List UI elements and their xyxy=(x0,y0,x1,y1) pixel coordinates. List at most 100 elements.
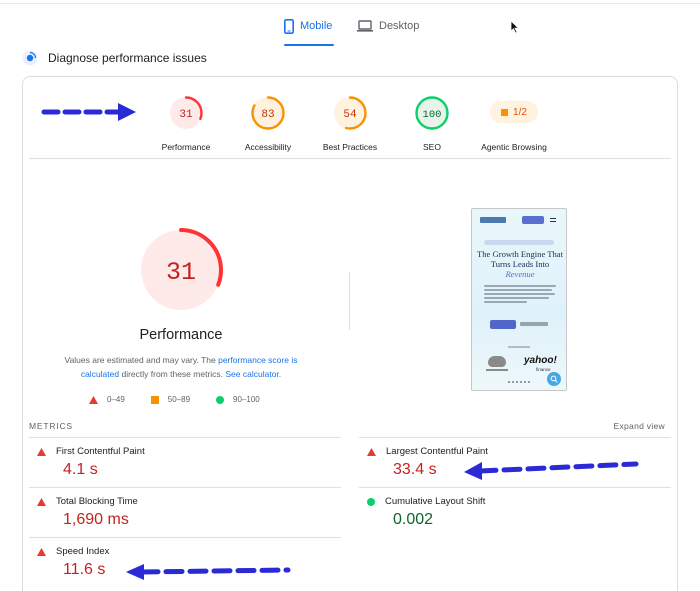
see-calculator-link[interactable]: See calculator. xyxy=(225,369,282,379)
note-text: directly from these metrics. xyxy=(119,369,226,379)
brain-logo-icon xyxy=(488,356,506,367)
headline-line: The Growth Engine That xyxy=(477,249,563,259)
circle-icon xyxy=(216,395,225,404)
metric-first-contentful-paint: First Contentful Paint 4.1 s xyxy=(37,446,337,479)
performance-score-link[interactable]: performance score is calculated xyxy=(80,355,298,379)
site-cta-button xyxy=(490,320,516,329)
legend-range: 50–89 xyxy=(167,395,191,404)
legend-range: 0–49 xyxy=(107,395,125,404)
site-tagline-pill xyxy=(484,240,554,245)
expand-view-button[interactable]: Expand view xyxy=(613,421,665,431)
triangle-icon xyxy=(89,395,98,404)
best-practices-gauge: 54 xyxy=(333,96,367,130)
phone-icon xyxy=(284,18,294,34)
diagnose-title: Diagnose performance issues xyxy=(48,51,207,65)
fail-triangle-icon xyxy=(367,447,376,456)
seo-score: 100 xyxy=(423,109,442,121)
annotation-arrow-right-icon xyxy=(41,103,136,121)
category-accessibility[interactable]: 83 Accessibility xyxy=(213,95,323,152)
score-note: Values are estimated and may vary. The p… xyxy=(53,353,309,381)
site-paragraph xyxy=(484,285,556,305)
metric-name: Speed Index xyxy=(56,546,110,557)
metric-total-blocking-time: Total Blocking Time 1,690 ms xyxy=(37,496,337,529)
yahoo-logo: yahoo! xyxy=(524,355,557,366)
divider xyxy=(29,537,341,538)
site-logo xyxy=(480,217,506,223)
category-label: Best Practices xyxy=(322,142,378,152)
featured-in-label xyxy=(508,346,530,348)
tab-desktop[interactable]: Desktop xyxy=(357,12,419,40)
divider xyxy=(29,437,341,438)
tab-mobile[interactable]: Mobile xyxy=(284,12,332,40)
metric-value: 11.6 s xyxy=(63,561,106,578)
mouse-cursor-icon xyxy=(510,20,520,34)
category-agentic-browsing[interactable]: 1/2 Agentic Browsing xyxy=(459,95,569,152)
category-performance[interactable]: 31 Performance xyxy=(131,95,241,152)
site-headline: The Growth Engine That Turns Leads Into … xyxy=(476,249,564,279)
performance-main-score: 31 xyxy=(166,258,196,287)
tab-mobile-label: Mobile xyxy=(300,20,333,32)
headline-accent: Revenue xyxy=(505,269,535,279)
legend-average: 50–89 xyxy=(150,395,191,404)
carousel-dots xyxy=(508,381,532,383)
metric-name: Cumulative Layout Shift xyxy=(385,496,486,507)
accessibility-score: 83 xyxy=(261,109,274,121)
divider xyxy=(29,487,341,488)
square-icon xyxy=(150,395,159,404)
active-tab-indicator xyxy=(284,44,334,46)
report-card: 31 Performance 83 Accessibility 54 Best … xyxy=(22,76,678,591)
fail-triangle-icon xyxy=(37,497,46,506)
agentic-browsing-score: 1/2 xyxy=(513,106,527,118)
score-legend: 0–49 50–89 90–100 xyxy=(89,395,286,404)
category-label: SEO xyxy=(423,142,441,152)
performance-gauge: 31 xyxy=(169,96,203,130)
diagnose-header: Diagnose performance issues xyxy=(22,48,207,68)
performance-score: 31 xyxy=(179,109,193,121)
agentic-browsing-badge: 1/2 xyxy=(490,101,538,123)
metric-name: Largest Contentful Paint xyxy=(386,446,488,457)
hamburger-icon xyxy=(550,218,556,222)
legend-pass: 90–100 xyxy=(216,395,260,404)
fail-triangle-icon xyxy=(37,447,46,456)
yahoo-logo-sub: finance xyxy=(536,367,551,372)
seo-gauge: 100 xyxy=(415,96,449,130)
site-nav-button xyxy=(522,216,544,224)
category-seo[interactable]: 100 SEO xyxy=(377,95,487,152)
legend-fail: 0–49 xyxy=(89,395,125,404)
metric-speed-index: Speed Index 11.6 s xyxy=(37,546,337,579)
site-secondary-link xyxy=(520,322,548,326)
metric-largest-contentful-paint: Largest Contentful Paint 33.4 s xyxy=(367,446,667,479)
metric-value: 33.4 s xyxy=(393,461,437,478)
metrics-heading: METRICS xyxy=(29,421,73,431)
brain-logo-caption xyxy=(486,369,508,371)
chat-bubble-icon xyxy=(547,372,561,386)
metric-name: First Contentful Paint xyxy=(56,446,145,457)
category-best-practices[interactable]: 54 Best Practices xyxy=(295,95,405,152)
pass-circle-icon xyxy=(367,497,375,506)
metric-cumulative-layout-shift: Cumulative Layout Shift 0.002 xyxy=(367,496,667,529)
divider xyxy=(359,487,671,488)
category-label: Agentic Browsing xyxy=(481,142,547,152)
divider xyxy=(359,437,671,438)
note-text: Values are estimated and may vary. The xyxy=(64,355,219,365)
category-label: Performance xyxy=(161,142,211,152)
metric-name: Total Blocking Time xyxy=(56,496,138,507)
headline-line: Turns Leads Into xyxy=(490,259,550,269)
top-border xyxy=(0,3,700,4)
accessibility-gauge: 83 xyxy=(251,96,285,130)
performance-title: Performance xyxy=(139,327,223,343)
best-practices-score: 54 xyxy=(343,109,357,121)
divider xyxy=(29,158,671,159)
category-label: Accessibility xyxy=(244,142,292,152)
category-scores: 31 Performance 83 Accessibility 54 Best … xyxy=(23,77,679,159)
metric-value: 4.1 s xyxy=(63,461,98,478)
annotation-arrow-left-icon xyxy=(464,461,639,480)
annotation-arrow-left-icon xyxy=(126,564,291,580)
fail-triangle-icon xyxy=(37,547,46,556)
metric-value: 0.002 xyxy=(393,511,434,528)
laptop-icon xyxy=(357,20,373,32)
device-tabs: Mobile Desktop xyxy=(0,8,700,46)
performance-main-gauge: 31 xyxy=(139,228,223,312)
vertical-divider xyxy=(349,272,350,330)
page-screenshot-thumbnail[interactable]: The Growth Engine That Turns Leads Into … xyxy=(471,208,567,391)
